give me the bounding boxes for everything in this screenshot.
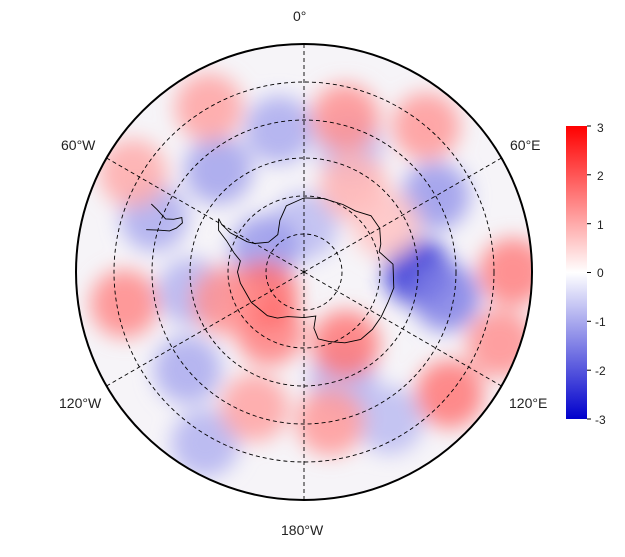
anomaly-cell-5 [184, 136, 253, 205]
anomaly-cell-1 [412, 263, 481, 332]
lon-label-120e: 120°E [509, 395, 548, 411]
lat-circle [227, 195, 381, 349]
lon-label-180w: 180°W [281, 522, 324, 538]
anomaly-cell-22 [466, 309, 532, 378]
lon-label-60w: 60°W [61, 137, 96, 153]
anomaly-cell-16 [175, 73, 243, 142]
anomaly-cell-15 [392, 92, 461, 161]
anomaly-cell-23 [479, 238, 532, 306]
antarctica-coastline [218, 197, 395, 344]
meridian-line [303, 157, 502, 273]
colorbar-tick-1: 1 [597, 218, 604, 232]
lat-circle [113, 81, 495, 463]
lon-label-0: 0° [293, 8, 307, 24]
anomaly-cell-4 [244, 95, 313, 164]
colorbar [566, 126, 587, 419]
lon-label-60e: 60°E [510, 137, 541, 153]
map-boundary [75, 43, 533, 501]
anomaly-cell-18 [90, 269, 159, 338]
south-america-coastline [146, 203, 183, 232]
lon-label-120w: 120°W [59, 395, 102, 411]
anomaly-cell-29 [352, 190, 421, 259]
anomaly-cell-19 [220, 373, 289, 442]
anomaly-cell-11 [171, 409, 240, 478]
colorbar-tick-0: 0 [597, 266, 604, 280]
anomaly-cell-14 [311, 83, 380, 152]
colorbar-tick-2: 2 [597, 169, 604, 183]
anomaly-cell-24 [311, 310, 380, 379]
lat-circle [151, 119, 457, 425]
colorbar-tick-neg2: -2 [595, 364, 606, 378]
colorbar-tick-neg3: -3 [595, 413, 606, 427]
anomaly-cell-21 [415, 360, 484, 429]
meridian-line [303, 271, 502, 387]
meridian-line [106, 157, 305, 273]
anomaly-cell-10 [355, 386, 424, 455]
colorbar-tick-3: 3 [597, 121, 604, 135]
meridian-line [106, 271, 305, 387]
colorbar-tick-neg1: -1 [595, 315, 606, 329]
graticule [106, 44, 502, 500]
anomaly-cell-27 [191, 266, 260, 335]
